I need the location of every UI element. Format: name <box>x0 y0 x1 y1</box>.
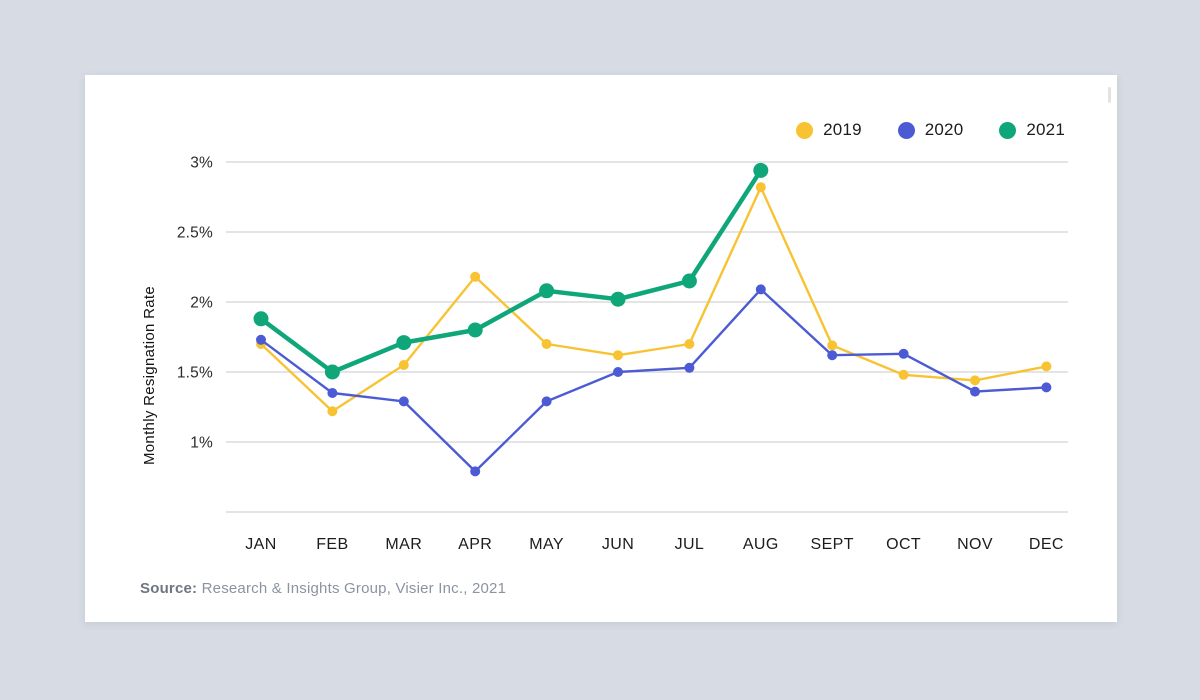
y-tick-label: 1.5% <box>177 365 213 382</box>
data-point-2019 <box>827 340 838 351</box>
data-point-2020 <box>898 348 909 359</box>
series-line-2021 <box>258 168 764 375</box>
data-point-2020 <box>256 334 266 345</box>
legend-label: 2021 <box>1026 120 1065 139</box>
x-tick-label: FEB <box>316 536 348 553</box>
data-point-2020 <box>1041 382 1052 393</box>
data-point-2019 <box>684 339 695 349</box>
y-tick-label: 2.5% <box>177 225 213 242</box>
series-line-2019 <box>259 185 1048 413</box>
x-tick-label: OCT <box>886 536 921 553</box>
data-point-2019 <box>970 375 980 386</box>
legend-item-2021: 2021 <box>999 120 1065 140</box>
chart-legend: 2019 2020 2021 <box>796 120 1065 140</box>
data-point-2019 <box>1041 361 1052 372</box>
x-tick-label: JUN <box>602 536 634 553</box>
legend-item-2019: 2019 <box>796 120 862 140</box>
scrollbar-hint <box>1108 87 1111 103</box>
data-point-2020 <box>398 396 409 407</box>
data-point-2020 <box>970 386 980 397</box>
legend-dot-icon <box>897 121 915 139</box>
data-point-2019 <box>898 369 909 380</box>
legend-label: 2020 <box>924 120 964 139</box>
data-point-2019 <box>327 406 338 417</box>
x-tick-label: MAY <box>529 536 564 553</box>
data-point-2020 <box>684 362 695 373</box>
source-label: Source: <box>140 580 198 597</box>
data-point-2021 <box>610 291 626 307</box>
x-tick-label: AUG <box>743 536 779 553</box>
y-tick-label: 2% <box>190 295 213 312</box>
data-point-2021 <box>253 311 269 327</box>
data-point-2021 <box>753 162 769 178</box>
x-tick-label: JUL <box>675 536 705 553</box>
x-tick-label: SEPT <box>811 536 854 553</box>
x-tick-label: JAN <box>245 536 276 553</box>
data-point-2020 <box>755 284 766 295</box>
data-point-2020 <box>613 367 623 377</box>
data-point-2019 <box>541 339 552 349</box>
legend-label: 2019 <box>823 120 862 139</box>
y-tick-label: 3% <box>190 155 213 172</box>
x-tick-label: MAR <box>385 536 422 553</box>
chart-card: 2019 2020 2021 Monthly Resignation Rate 3%… <box>85 75 1117 622</box>
legend-item-2020: 2020 <box>897 120 964 140</box>
data-point-2019 <box>755 182 766 193</box>
y-tick-label: 1% <box>190 435 213 452</box>
data-point-2020 <box>541 396 552 407</box>
data-point-2020 <box>827 350 838 361</box>
source-text: Research & Insights Group, Visier Inc., … <box>197 580 507 597</box>
data-point-2020 <box>470 466 481 477</box>
data-point-2021 <box>539 283 555 299</box>
data-point-2019 <box>613 350 623 361</box>
data-point-2021 <box>467 322 483 338</box>
x-tick-label: DEC <box>1029 536 1064 553</box>
data-point-2021 <box>396 335 412 351</box>
data-point-2019 <box>470 271 481 282</box>
x-tick-label: APR <box>458 536 492 553</box>
source-note: Source: Research & Insights Group, Visie… <box>140 580 506 597</box>
line-chart: 3% 2.5% 2% 1.5% 1% JAN FEB MAR APR MAY JUN JUL AUG SE… <box>177 155 1068 553</box>
data-point-2021 <box>324 364 340 380</box>
data-point-2019 <box>398 360 409 370</box>
data-point-2020 <box>327 388 338 398</box>
legend-dot-icon <box>796 121 814 139</box>
series-line-2020 <box>259 288 1048 473</box>
x-tick-label: NOV <box>957 536 993 553</box>
legend-dot-icon <box>999 121 1017 139</box>
data-point-2021 <box>681 273 697 289</box>
